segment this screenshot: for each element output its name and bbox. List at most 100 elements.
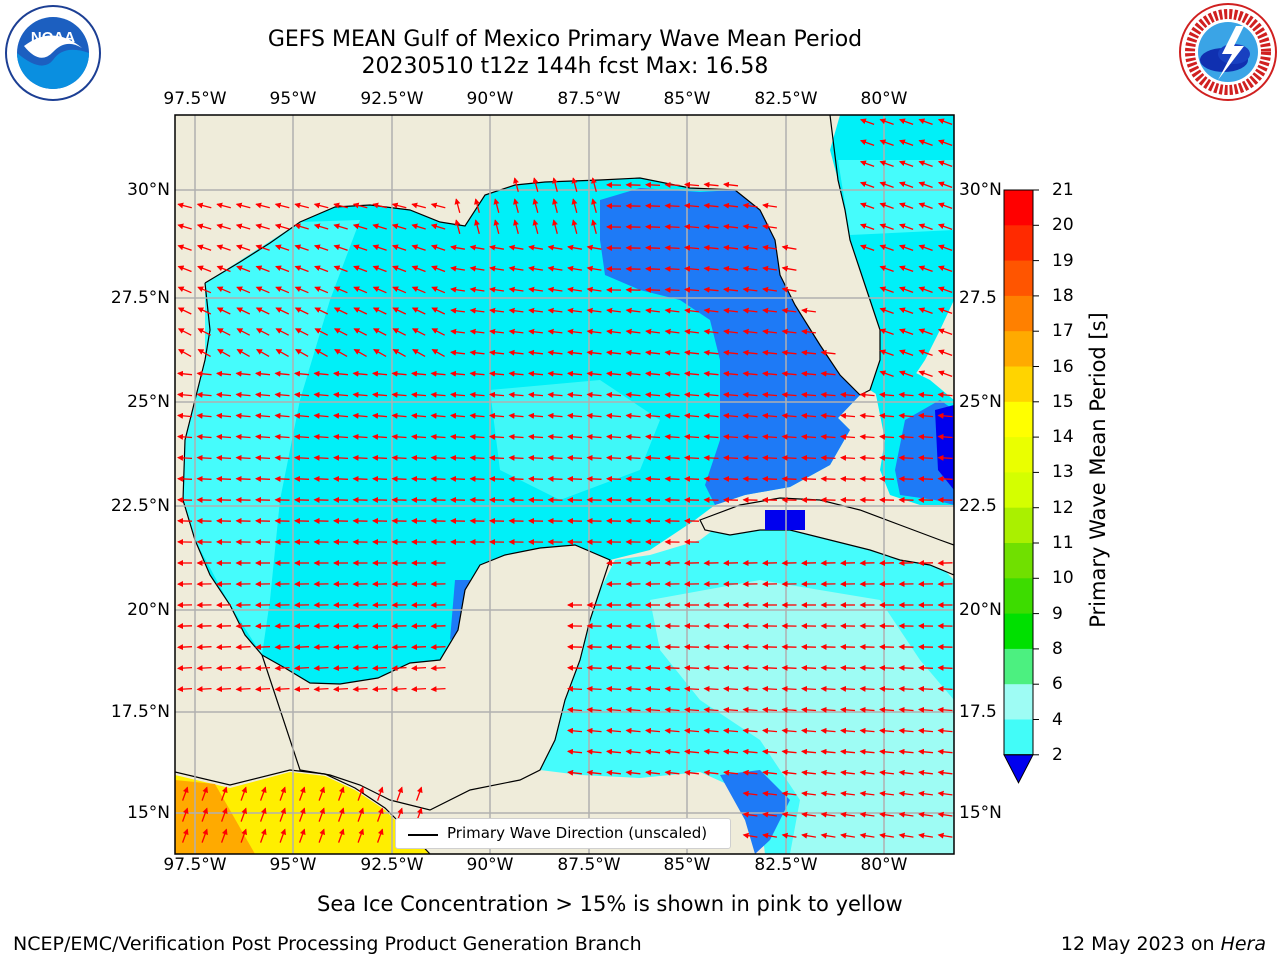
wave-direction-arrow-61 bbox=[742, 202, 758, 209]
footer-date-text: 12 May 2023 on bbox=[1060, 933, 1221, 955]
wave-direction-arrow-432 bbox=[742, 412, 758, 419]
wave-direction-arrow-314 bbox=[703, 349, 719, 356]
wave-direction-arrow-424 bbox=[586, 412, 602, 419]
wave-direction-arrow-883 bbox=[801, 685, 817, 692]
wave-direction-arrow-467 bbox=[645, 433, 661, 440]
wave-direction-arrow-192 bbox=[469, 286, 485, 293]
wave-direction-arrow-938 bbox=[703, 748, 719, 755]
wave-direction-arrow-533 bbox=[372, 475, 388, 482]
wave-direction-arrow-215 bbox=[216, 307, 231, 315]
wave-direction-arrow-376 bbox=[430, 391, 446, 398]
wave-direction-arrow-795 bbox=[294, 644, 310, 651]
wave-direction-arrow-128 bbox=[645, 244, 661, 251]
wave-direction-arrow-991 bbox=[879, 790, 894, 797]
wave-direction-arrow-832 bbox=[352, 665, 368, 672]
lat-tick-right-20: 20°N bbox=[959, 600, 1002, 620]
wave-direction-arrow-321 bbox=[879, 349, 894, 357]
lon-tick-bottom-85: 85°W bbox=[663, 855, 711, 875]
lon-tick-top-85: 85°W bbox=[663, 89, 711, 109]
wave-direction-arrow-921 bbox=[762, 727, 778, 734]
wave-direction-arrow-185 bbox=[333, 286, 348, 294]
wave-direction-arrow-458 bbox=[469, 433, 485, 440]
wave-direction-arrow-202 bbox=[664, 286, 680, 293]
wave-direction-arrow-205 bbox=[723, 286, 739, 293]
wave-direction-arrow-468 bbox=[664, 433, 680, 440]
wave-direction-arrow-348 bbox=[625, 370, 641, 377]
wave-direction-arrow-931 bbox=[567, 748, 583, 755]
wave-direction-arrow-480 bbox=[898, 433, 914, 440]
wave-direction-arrow-496 bbox=[430, 454, 446, 461]
wave-direction-arrow-265 bbox=[469, 328, 485, 335]
wave-direction-arrow-231 bbox=[528, 307, 543, 314]
wave-direction-arrow-316 bbox=[742, 349, 758, 356]
wave-direction-arrow-423 bbox=[567, 412, 583, 419]
wave-direction-arrow-270 bbox=[567, 328, 582, 335]
wave-direction-arrow-845 bbox=[723, 664, 739, 671]
wave-direction-arrow-276 bbox=[684, 328, 699, 335]
wave-direction-arrow-162 bbox=[586, 265, 602, 272]
wave-direction-arrow-1011 bbox=[801, 811, 816, 818]
wave-direction-arrow-484 bbox=[196, 454, 212, 461]
wave-direction-arrow-505 bbox=[606, 454, 622, 461]
colorbar-tick-label-8: 8 bbox=[1052, 638, 1063, 659]
wave-direction-arrow-535 bbox=[411, 475, 427, 482]
wave-direction-arrow-392 bbox=[742, 391, 758, 398]
wave-direction-arrow-414 bbox=[391, 412, 407, 419]
colorbar-segment-10 bbox=[1004, 578, 1033, 615]
wave-direction-arrow-956 bbox=[664, 769, 680, 776]
wave-direction-arrow-900 bbox=[742, 706, 758, 713]
wave-direction-arrow-293 bbox=[295, 349, 309, 357]
wave-direction-arrow-201 bbox=[645, 286, 661, 293]
map-legend: Primary Wave Direction (unscaled) bbox=[395, 818, 731, 849]
wave-direction-arrow-241 bbox=[723, 307, 738, 314]
wave-direction-arrow-41 bbox=[352, 202, 368, 209]
wave-direction-arrow-469 bbox=[684, 433, 700, 440]
wave-direction-arrow-260 bbox=[372, 328, 387, 336]
wave-direction-arrow-792 bbox=[235, 644, 251, 651]
wave-direction-arrow-908 bbox=[898, 706, 914, 713]
wave-direction-arrow-306 bbox=[547, 349, 563, 356]
wave-direction-arrow-288 bbox=[197, 349, 211, 357]
wave-direction-arrow-936 bbox=[664, 748, 680, 755]
wave-direction-arrow-523 bbox=[177, 475, 193, 482]
wave-direction-arrow-885 bbox=[840, 685, 856, 692]
wave-direction-arrow-978 bbox=[318, 786, 326, 801]
wave-direction-arrow-438 bbox=[859, 412, 875, 419]
wave-direction-arrow-12 bbox=[898, 160, 914, 168]
wave-direction-arrow-545 bbox=[606, 475, 622, 482]
wave-direction-arrow-932 bbox=[586, 748, 602, 755]
wave-direction-arrow-177 bbox=[177, 286, 192, 294]
wave-direction-arrow-399 bbox=[879, 391, 895, 398]
wave-direction-arrow-391 bbox=[723, 391, 739, 398]
wave-direction-arrow-284 bbox=[898, 328, 914, 336]
colorbar-tick-label-18: 18 bbox=[1052, 285, 1074, 306]
wave-direction-arrow-274 bbox=[645, 328, 660, 335]
wave-direction-arrow-119 bbox=[469, 244, 485, 251]
wave-direction-arrow-901 bbox=[762, 706, 778, 713]
wave-direction-arrow-44 bbox=[411, 202, 426, 209]
wave-direction-arrow-473 bbox=[762, 433, 778, 440]
wave-direction-arrow-95 bbox=[703, 223, 719, 230]
wave-direction-arrow-486 bbox=[235, 454, 251, 461]
wave-direction-arrow-791 bbox=[216, 644, 232, 651]
wave-direction-arrow-497 bbox=[450, 454, 466, 461]
wave-direction-arrow-367 bbox=[255, 391, 271, 398]
wave-direction-arrow-898 bbox=[703, 706, 719, 713]
wave-direction-arrow-81 bbox=[430, 223, 446, 230]
wave-direction-arrow-160 bbox=[547, 265, 563, 272]
wave-direction-arrow-379 bbox=[489, 391, 505, 398]
lat-tick-right-22.5: 22.5 bbox=[959, 496, 997, 516]
wave-direction-arrow-78 bbox=[372, 223, 387, 230]
wave-direction-arrow-140 bbox=[937, 244, 953, 252]
wave-direction-arrow-325 bbox=[177, 370, 193, 377]
wave-direction-arrow-229 bbox=[489, 307, 504, 314]
lon-tick-bottom-90: 90°W bbox=[466, 855, 514, 875]
wave-direction-arrow-226 bbox=[431, 307, 446, 315]
wave-direction-arrow-556 bbox=[820, 475, 836, 482]
wave-direction-arrow-878 bbox=[703, 685, 719, 692]
wave-direction-arrow-142 bbox=[197, 265, 212, 273]
wave-direction-arrow-209 bbox=[879, 286, 894, 294]
wave-direction-arrow-135 bbox=[781, 244, 797, 251]
wave-direction-arrow-369 bbox=[294, 391, 310, 398]
wave-direction-arrow-207 bbox=[762, 286, 777, 293]
